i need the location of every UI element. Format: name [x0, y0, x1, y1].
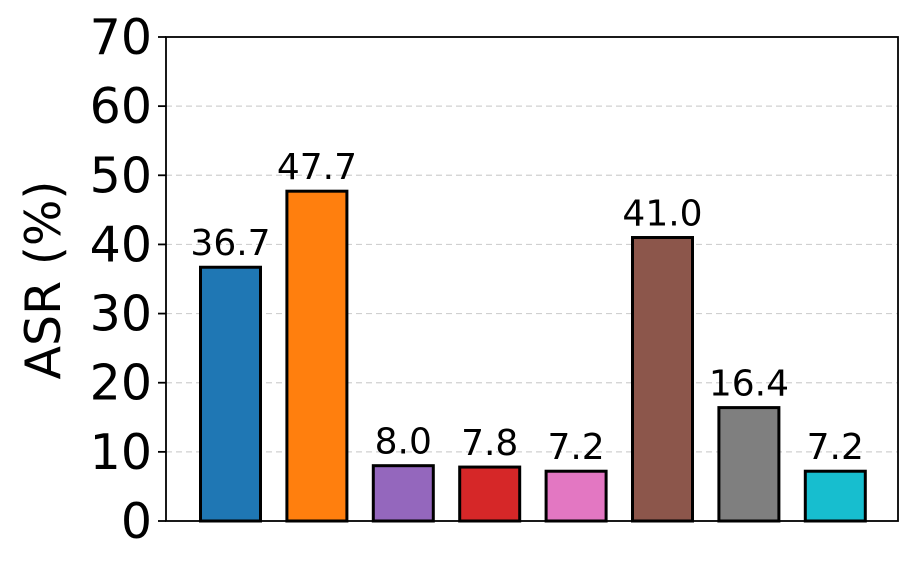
bar-value-label-6: 41.0 — [622, 194, 702, 235]
bar-value-label-1: 36.7 — [190, 223, 270, 264]
bar-value-label-8: 7.2 — [807, 427, 864, 468]
y-tick-label-60: 60 — [90, 78, 152, 135]
y-axis: 0 10 20 30 40 50 60 70 — [90, 9, 899, 550]
bar-value-label-5: 7.2 — [547, 427, 604, 468]
bar-value-label-4: 7.8 — [461, 423, 518, 464]
y-tick-label-20: 20 — [90, 355, 152, 412]
bars — [199, 189, 867, 523]
y-tick-label-10: 10 — [90, 424, 152, 481]
y-tick-label-40: 40 — [90, 216, 152, 273]
y-tick-label-0: 0 — [121, 493, 152, 550]
y-tick-label-30: 30 — [90, 286, 152, 343]
bar-value-label-7: 16.4 — [709, 364, 789, 405]
bar-value-label-3: 8.0 — [375, 422, 432, 463]
bar-3 — [371, 464, 435, 523]
bar-1 — [199, 265, 262, 523]
y-tick-label-70: 70 — [90, 9, 152, 66]
bar-5 — [544, 469, 608, 523]
bar-8 — [803, 469, 867, 523]
y-tick-label-50: 50 — [90, 147, 152, 204]
bar-6 — [631, 236, 694, 523]
bar-value-labels: 36.747.7 8.0 7.8 7.2 41.0 16.4 7.2 — [190, 147, 864, 468]
y-axis-title: ASR (%) — [15, 180, 72, 379]
bar-2 — [285, 189, 349, 523]
bar-7 — [717, 406, 781, 523]
bar-4 — [458, 465, 522, 523]
plot-frame — [165, 36, 899, 522]
bar-value-label-2: 47.7 — [277, 147, 357, 188]
